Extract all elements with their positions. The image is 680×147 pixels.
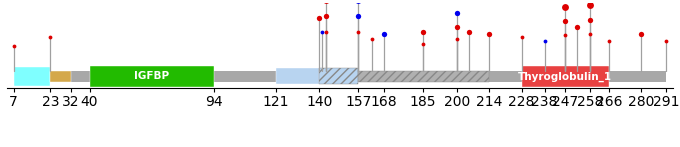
Bar [358,71,490,82]
Bar [320,68,358,84]
Bar [275,68,320,84]
Bar [14,71,666,82]
Text: Thyroglobulin_1: Thyroglobulin_1 [518,71,612,82]
Bar [90,66,214,87]
Text: IGFBP: IGFBP [134,71,169,81]
Bar [14,67,50,86]
Bar [522,66,609,87]
Bar [50,71,71,82]
